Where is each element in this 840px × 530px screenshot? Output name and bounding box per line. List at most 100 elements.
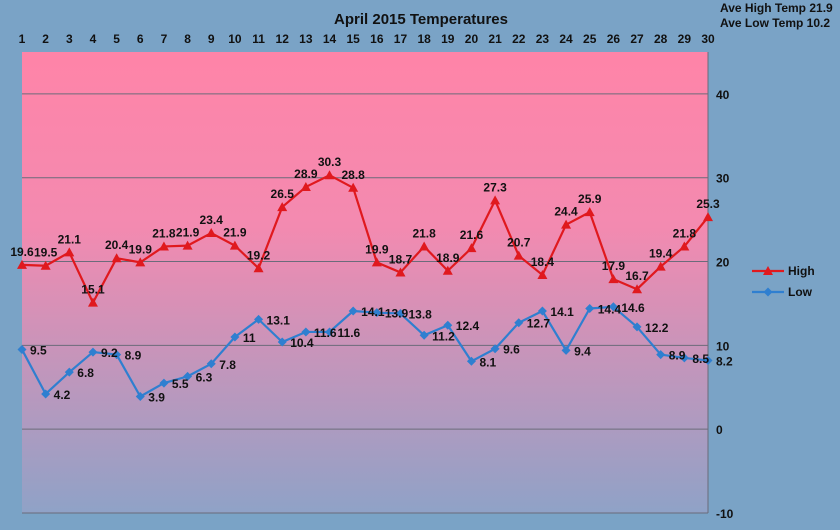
high-point: [466, 243, 477, 253]
x-tick-label: 21: [488, 32, 502, 46]
high-point: [655, 261, 666, 271]
low-data-label: 13.9: [385, 307, 409, 321]
high-data-label: 19.9: [365, 242, 389, 256]
high-data-label: 21.1: [58, 232, 82, 246]
x-tick-label: 18: [417, 32, 431, 46]
x-tick-label: 23: [536, 32, 550, 46]
high-point: [229, 240, 240, 250]
low-point: [466, 356, 476, 366]
low-point: [372, 308, 382, 318]
low-point: [348, 306, 358, 316]
low-data-label: 12.2: [645, 321, 669, 335]
low-point: [443, 320, 453, 330]
low-data-label: 8.9: [125, 349, 142, 363]
low-data-label: 13.8: [408, 308, 432, 322]
high-point: [182, 240, 193, 250]
low-point: [64, 367, 74, 377]
low-data-label: 6.3: [196, 370, 213, 384]
high-point: [277, 202, 288, 212]
x-tick-label: 8: [184, 32, 191, 46]
plot-area: [22, 52, 708, 513]
x-tick-label: 9: [208, 32, 215, 46]
high-point: [632, 284, 643, 294]
x-tick-label: 12: [276, 32, 290, 46]
y-axis-ticks: -10 0 10 20 30 40: [716, 88, 734, 521]
high-point: [300, 181, 311, 191]
y-tick-label: 20: [716, 256, 730, 270]
high-point: [371, 257, 382, 267]
high-data-label: 30.3: [318, 155, 342, 169]
low-data-label: 9.6: [503, 343, 520, 357]
high-point: [395, 267, 406, 277]
low-data-label: 14.4: [598, 302, 622, 316]
low-point: [608, 302, 618, 312]
high-data-label: 21.8: [673, 226, 697, 240]
low-data-label: 14.1: [550, 305, 574, 319]
high-point: [561, 219, 572, 229]
low-point: [159, 378, 169, 388]
high-point: [17, 259, 27, 269]
low-data-label: 11.2: [432, 329, 455, 343]
high-point: [348, 182, 359, 192]
high-data-label: 21.6: [460, 228, 484, 242]
high-point: [324, 170, 335, 180]
low-data-label: 9.4: [574, 344, 591, 358]
low-point: [325, 327, 335, 337]
low-data-label: 8.1: [479, 355, 496, 369]
low-data-label: 9.2: [101, 346, 118, 360]
low-data-label: 4.2: [54, 388, 71, 402]
y-tick-label: 0: [716, 423, 723, 437]
low-point: [135, 391, 145, 401]
x-tick-label: 1: [19, 32, 26, 46]
low-point: [88, 347, 98, 357]
low-data-label: 14.6: [621, 301, 645, 315]
high-data-label: 19.2: [247, 248, 271, 262]
high-point: [64, 247, 75, 257]
x-tick-label: 19: [441, 32, 455, 46]
low-point: [112, 350, 122, 360]
low-point: [537, 306, 547, 316]
low-point: [490, 344, 500, 354]
data-labels: 19.6 19.521.115.120.4 19.921.8 21.923.421.9…: [10, 155, 733, 404]
x-tick-label: 17: [394, 32, 408, 46]
high-data-label: 18.7: [389, 252, 413, 266]
low-point: [17, 345, 27, 355]
x-tick-label: 13: [299, 32, 313, 46]
high-point: [703, 212, 713, 222]
low-point: [679, 353, 689, 363]
high-point: [584, 207, 595, 217]
low-point: [183, 371, 193, 381]
low-data-label: 9.5: [30, 344, 47, 358]
x-tick-label: 6: [137, 32, 144, 46]
x-tick-label: 4: [90, 32, 97, 46]
legend-high-marker: [763, 266, 773, 275]
high-point: [442, 265, 453, 275]
high-data-label: 26.5: [271, 187, 295, 201]
high-point: [679, 241, 690, 251]
low-data-label: 12.4: [456, 319, 480, 333]
high-data-label: 21.8: [412, 226, 436, 240]
low-point: [585, 303, 595, 313]
high-point: [537, 269, 548, 279]
x-tick-label: 15: [346, 32, 360, 46]
high-point: [419, 241, 430, 251]
high-data-label: 27.3: [483, 180, 507, 194]
high-data-label: 21.9: [223, 226, 247, 240]
high-data-label: 16.7: [625, 269, 649, 283]
y-tick-label: 40: [716, 88, 730, 102]
low-point: [561, 345, 571, 355]
legend-high-label: High: [788, 264, 815, 278]
high-point: [135, 257, 146, 267]
low-data-label: 10.4: [290, 336, 314, 350]
high-point: [490, 195, 501, 205]
low-data-label: 11.6: [314, 326, 337, 340]
legend-low-label: Low: [788, 285, 813, 299]
high-data-label: 24.4: [554, 205, 578, 219]
ave-low-stat: Ave Low Temp 10.2: [720, 16, 830, 30]
x-tick-label: 26: [607, 32, 621, 46]
high-data-label: 23.4: [200, 213, 224, 227]
high-data-label: 28.9: [294, 167, 318, 181]
high-point: [158, 241, 169, 251]
low-data-label: 11: [243, 331, 256, 345]
high-point: [608, 274, 619, 284]
